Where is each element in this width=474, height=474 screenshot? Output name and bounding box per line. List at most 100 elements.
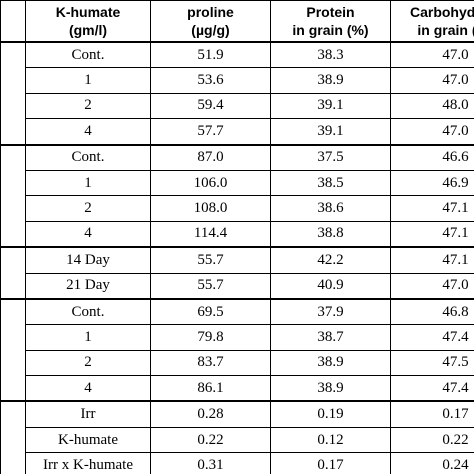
- table-cell: 0.22: [150, 426, 271, 454]
- table-cell: 83.7: [150, 349, 271, 377]
- table-cell: 69.5: [150, 297, 271, 326]
- table-row: 14 Day 55.7 42.2 47.1: [0, 246, 474, 300]
- table-cell: 0.31: [150, 452, 271, 474]
- table-body: Cont. 51.9 38.3 47.0 1 53.6 38.9 47.0 2 59.4 39.1 4…: [0, 41, 474, 474]
- header-text: Carbohydrate: [409, 4, 474, 20]
- table-row: 21 Day 55.7 40.9 47.0: [1, 272, 474, 300]
- table-cell: 47.1: [390, 220, 474, 248]
- table-cell: 38.9: [270, 375, 391, 402]
- table-row: 1 79.8 38.7 47.4: [1, 324, 474, 351]
- table-row: 1 106.0 38.5 46.9: [1, 169, 474, 197]
- table-row: Irr x K-humate 0.31 0.17 0.24: [1, 452, 474, 474]
- table-cell: 39.1: [270, 118, 391, 146]
- table-cell: 38.5: [270, 169, 391, 197]
- table-row: Irr 0.28 0.19 0.17: [0, 400, 474, 474]
- group-cell: [0, 297, 26, 402]
- table-cell: 1: [25, 169, 151, 197]
- table-row: 2 59.4 39.1 48.0: [1, 92, 474, 120]
- table-cell: 86.1: [150, 375, 271, 402]
- header-cell: proline (µg/g): [150, 0, 271, 43]
- table-cell: 4: [25, 118, 151, 146]
- table-cell: 21 Day: [25, 272, 151, 300]
- table-cell: Cont.: [25, 41, 151, 69]
- header-row: K-humate (gm/l) proline (µg/g) Protein in gra…: [0, 0, 474, 43]
- table-cell: 46.9: [390, 169, 474, 197]
- table-cell: 38.3: [270, 41, 391, 69]
- table-cell: Irr x K-humate: [25, 452, 151, 474]
- table-cell: 79.8: [150, 324, 271, 351]
- table-cell: 106.0: [150, 169, 271, 197]
- table-cell: 4: [25, 220, 151, 248]
- table-cell: Irr: [25, 400, 151, 428]
- group-cell: [0, 246, 26, 300]
- table-cell: 38.9: [270, 67, 391, 94]
- table-cell: 48.0: [390, 92, 474, 120]
- table-cell: 40.9: [270, 272, 391, 300]
- header-text: K-humate: [55, 4, 121, 20]
- table-cell: 47.1: [390, 195, 474, 222]
- table-cell: 0.22: [390, 426, 474, 454]
- table-row: 2 108.0 38.6 47.1: [1, 195, 474, 222]
- header-text: (µg/g): [191, 22, 230, 38]
- group-cell: [0, 143, 26, 248]
- header-text: proline: [187, 4, 234, 20]
- header-text: (gm/l): [68, 22, 108, 38]
- header-cell: [0, 0, 26, 43]
- table-cell: 0.19: [270, 400, 391, 428]
- table-cell: 37.5: [270, 143, 391, 171]
- table-cell: 38.9: [270, 349, 391, 377]
- table-cell: 47.0: [390, 67, 474, 94]
- table-cell: 2: [25, 349, 151, 377]
- table-cell: 38.6: [270, 195, 391, 222]
- table-cell: 1: [25, 67, 151, 94]
- table-cell: 87.0: [150, 143, 271, 171]
- table-cell: 59.4: [150, 92, 271, 120]
- table-cell: Cont.: [25, 143, 151, 171]
- table-cell: K-humate: [25, 426, 151, 454]
- header-cell: Protein in grain (%): [270, 0, 391, 43]
- table-cell: 0.17: [390, 400, 474, 428]
- table-row: Cont. 87.0 37.5 46.6: [0, 143, 474, 248]
- table-cell: 47.0: [390, 118, 474, 146]
- table-row: 2 83.7 38.9 47.5: [1, 349, 474, 377]
- table-cell: 46.6: [390, 143, 474, 171]
- header-text: in grain (%): [292, 22, 369, 38]
- table-cell: 55.7: [150, 272, 271, 300]
- table-cell: 53.6: [150, 67, 271, 94]
- table-cell: 47.1: [390, 246, 474, 274]
- table-cell: Cont.: [25, 297, 151, 326]
- table-cell: 108.0: [150, 195, 271, 222]
- table-cell: 39.1: [270, 92, 391, 120]
- table-cell: 4: [25, 375, 151, 402]
- table-cell: 38.7: [270, 324, 391, 351]
- table-row: 4 86.1 38.9 47.4: [1, 375, 474, 402]
- header-text: Protein: [306, 4, 355, 20]
- table-cell: 51.9: [150, 41, 271, 69]
- table-cell: 0.17: [270, 452, 391, 474]
- table-cell: 0.28: [150, 400, 271, 428]
- header-cell: Carbohydrate in grain (%): [390, 0, 474, 43]
- table-cell: 114.4: [150, 220, 271, 248]
- table-row: 4 114.4 38.8 47.1: [1, 220, 474, 248]
- table-cell: 2: [25, 92, 151, 120]
- table-cell: 38.8: [270, 220, 391, 248]
- table-row: Cont. 69.5 37.9 46.8: [0, 297, 474, 402]
- table-cell: 37.9: [270, 297, 391, 326]
- group-cell: [0, 41, 26, 146]
- table-cell: 46.8: [390, 297, 474, 326]
- table-row: 4 57.7 39.1 47.0: [1, 118, 474, 146]
- table-cell: 47.0: [390, 41, 474, 69]
- table-cell: 47.4: [390, 324, 474, 351]
- table-cell: 1: [25, 324, 151, 351]
- table-cell: 47.5: [390, 349, 474, 377]
- table-cell: 47.4: [390, 375, 474, 402]
- table-cell: 42.2: [270, 246, 391, 274]
- table-cell: 0.12: [270, 426, 391, 454]
- table-row: Cont. 51.9 38.3 47.0: [0, 41, 474, 146]
- table-row: 1 53.6 38.9 47.0: [1, 67, 474, 94]
- table-cell: 57.7: [150, 118, 271, 146]
- table-cell: 47.0: [390, 272, 474, 300]
- group-cell: [0, 400, 26, 474]
